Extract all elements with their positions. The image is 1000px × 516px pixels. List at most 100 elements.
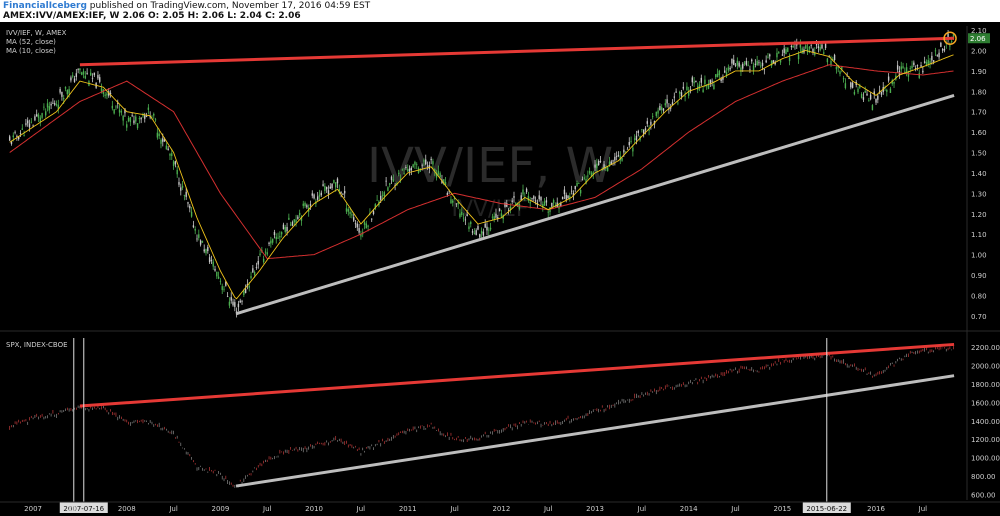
candle-body xyxy=(587,175,589,177)
candle-body xyxy=(841,66,843,70)
bottom-legend-item: SPX, INDEX-CBOE xyxy=(6,341,68,349)
candle-body xyxy=(32,125,34,127)
candle-body xyxy=(887,76,890,81)
candle-body xyxy=(628,142,630,146)
candle-body xyxy=(288,217,290,220)
candle-body xyxy=(760,65,762,67)
candle-body xyxy=(127,117,130,122)
candle-body xyxy=(844,83,847,89)
candle-body xyxy=(295,219,297,223)
candle-body xyxy=(880,91,883,95)
y-tick-label: 1200.00 xyxy=(971,436,1000,444)
candle-body xyxy=(257,260,259,265)
candle-body xyxy=(352,217,355,221)
candle-body xyxy=(416,164,418,166)
candle-body xyxy=(486,226,488,231)
candle-body xyxy=(931,55,933,61)
candle-body xyxy=(300,216,303,221)
candle-body xyxy=(904,71,906,73)
candle-body xyxy=(662,108,665,111)
candle-body xyxy=(585,179,587,184)
candle-body xyxy=(790,45,793,48)
candle-body xyxy=(174,161,177,165)
candle-body xyxy=(657,110,659,114)
candle-body xyxy=(754,63,757,65)
ma10-line xyxy=(9,50,954,300)
candle-body xyxy=(208,257,211,263)
candle-body xyxy=(324,186,326,191)
candle-body xyxy=(936,54,938,56)
date-marker-badge xyxy=(802,502,851,513)
candle-body xyxy=(212,261,214,267)
candle-body xyxy=(75,73,78,78)
candle-body xyxy=(270,240,272,244)
candle-body xyxy=(927,60,929,64)
candle-body xyxy=(864,90,866,93)
x-tick-label: Jul xyxy=(918,505,928,513)
candle-body xyxy=(567,195,569,199)
candle-body xyxy=(835,66,838,70)
candle-body xyxy=(916,65,919,67)
candle-body xyxy=(826,58,829,63)
candle-body xyxy=(594,164,596,168)
candle-body xyxy=(495,213,497,218)
candle-body xyxy=(311,193,313,196)
candle-body xyxy=(680,92,683,97)
candle-body xyxy=(322,184,324,186)
candle-body xyxy=(614,156,616,161)
candle-body xyxy=(37,114,40,118)
author-link[interactable]: FinancialIceberg xyxy=(3,1,87,11)
candle-body xyxy=(97,74,99,79)
candle-body xyxy=(106,93,108,96)
candle-body xyxy=(329,186,331,189)
y-tick-label: 600.00 xyxy=(971,491,996,499)
candle-body xyxy=(576,182,578,186)
symbol-text: AMEX:IVV/AMEX:IEF, W xyxy=(3,11,120,21)
y-tick-label: 1.10 xyxy=(971,231,987,239)
candle-body xyxy=(873,91,875,95)
candle-body xyxy=(727,67,730,71)
candle-body xyxy=(183,194,186,196)
date-marker-badge xyxy=(59,502,108,513)
candle-body xyxy=(464,219,467,221)
candle-body xyxy=(452,200,454,203)
candle-body xyxy=(488,229,490,231)
candle-body xyxy=(713,84,715,90)
candle-body xyxy=(632,147,634,152)
published-text: published on TradingView.com, November 1… xyxy=(89,1,371,11)
y-tick-label: 1800.00 xyxy=(971,381,1000,389)
candle-body xyxy=(480,231,483,234)
top-legend-item: MA (52, close) xyxy=(6,38,56,46)
candle-body xyxy=(421,165,423,167)
candle-body xyxy=(99,77,101,82)
candle-body xyxy=(797,54,800,60)
candle-body xyxy=(271,238,274,243)
candle-body xyxy=(509,206,512,211)
candle-body xyxy=(334,182,337,188)
candle-body xyxy=(842,78,845,80)
candle-body xyxy=(711,80,713,82)
candle-body xyxy=(52,102,54,104)
y-tick-label: 0.80 xyxy=(971,292,987,300)
candle-body xyxy=(682,86,685,89)
bottom-spx-panel[interactable]: 600.00 800.00 1000.00 1200.00 1400.00 1600.00… xyxy=(6,341,1000,499)
candle-body xyxy=(203,249,205,252)
candle-body xyxy=(43,106,45,108)
candle-body xyxy=(482,231,485,236)
candle-body xyxy=(641,129,643,130)
top-price-panel[interactable]: IVV/IEF, WIVV/IEF0.700.800.901.001.101.2… xyxy=(0,22,1000,330)
candle-body xyxy=(302,203,304,206)
candle-body xyxy=(140,117,142,120)
candle-body xyxy=(792,45,794,48)
candle-body xyxy=(381,194,384,196)
resistance-trendline xyxy=(79,36,955,67)
y-tick-label: 0.70 xyxy=(971,313,987,321)
candle-body xyxy=(34,116,36,121)
y-tick-label: 2.10 xyxy=(971,27,987,35)
candle-body xyxy=(171,153,173,156)
candle-body xyxy=(419,170,422,172)
candle-body xyxy=(671,102,674,105)
candle-body xyxy=(702,89,704,93)
candle-body xyxy=(684,96,686,98)
